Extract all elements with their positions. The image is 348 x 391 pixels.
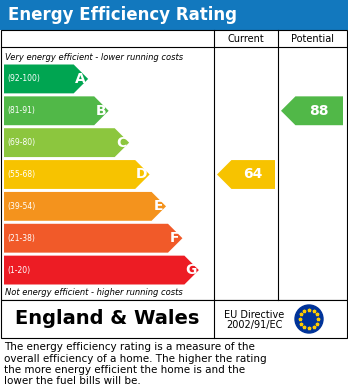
Polygon shape [4,65,88,93]
Text: A: A [75,72,86,86]
Text: (81-91): (81-91) [7,106,35,115]
Text: C: C [116,136,126,150]
Text: (92-100): (92-100) [7,74,40,83]
Text: G: G [185,263,197,277]
Text: F: F [170,231,179,245]
Polygon shape [4,128,129,157]
Text: overall efficiency of a home. The higher the rating: overall efficiency of a home. The higher… [4,353,267,364]
Text: B: B [95,104,106,118]
Text: 2002/91/EC: 2002/91/EC [226,320,282,330]
Circle shape [295,305,323,333]
Text: (21-38): (21-38) [7,234,35,243]
Text: EU Directive: EU Directive [224,310,284,320]
Bar [1,300,347,338]
Polygon shape [4,160,150,189]
Polygon shape [4,192,166,221]
Text: (55-68): (55-68) [7,170,35,179]
Polygon shape [4,256,199,285]
Text: The energy efficiency rating is a measure of the: The energy efficiency rating is a measur… [4,342,255,352]
Text: lower the fuel bills will be.: lower the fuel bills will be. [4,377,141,386]
Text: E: E [153,199,163,213]
Text: Potential: Potential [291,34,333,43]
Text: D: D [136,167,148,181]
Text: 88: 88 [309,104,329,118]
Text: (39-54): (39-54) [7,202,35,211]
Bar [1,30,347,300]
Text: 64: 64 [244,167,263,181]
Polygon shape [4,224,182,253]
Text: the more energy efficient the home is and the: the more energy efficient the home is an… [4,365,245,375]
Bar [0,0,348,30]
Text: Not energy efficient - higher running costs: Not energy efficient - higher running co… [5,288,183,297]
Polygon shape [4,96,109,125]
Text: (1-20): (1-20) [7,265,30,274]
Text: (69-80): (69-80) [7,138,35,147]
Polygon shape [281,96,343,125]
Text: Energy Efficiency Rating: Energy Efficiency Rating [8,6,237,24]
Polygon shape [217,160,275,189]
Text: Very energy efficient - lower running costs: Very energy efficient - lower running co… [5,52,183,61]
Text: Current: Current [228,34,264,43]
Text: England & Wales: England & Wales [15,310,199,328]
